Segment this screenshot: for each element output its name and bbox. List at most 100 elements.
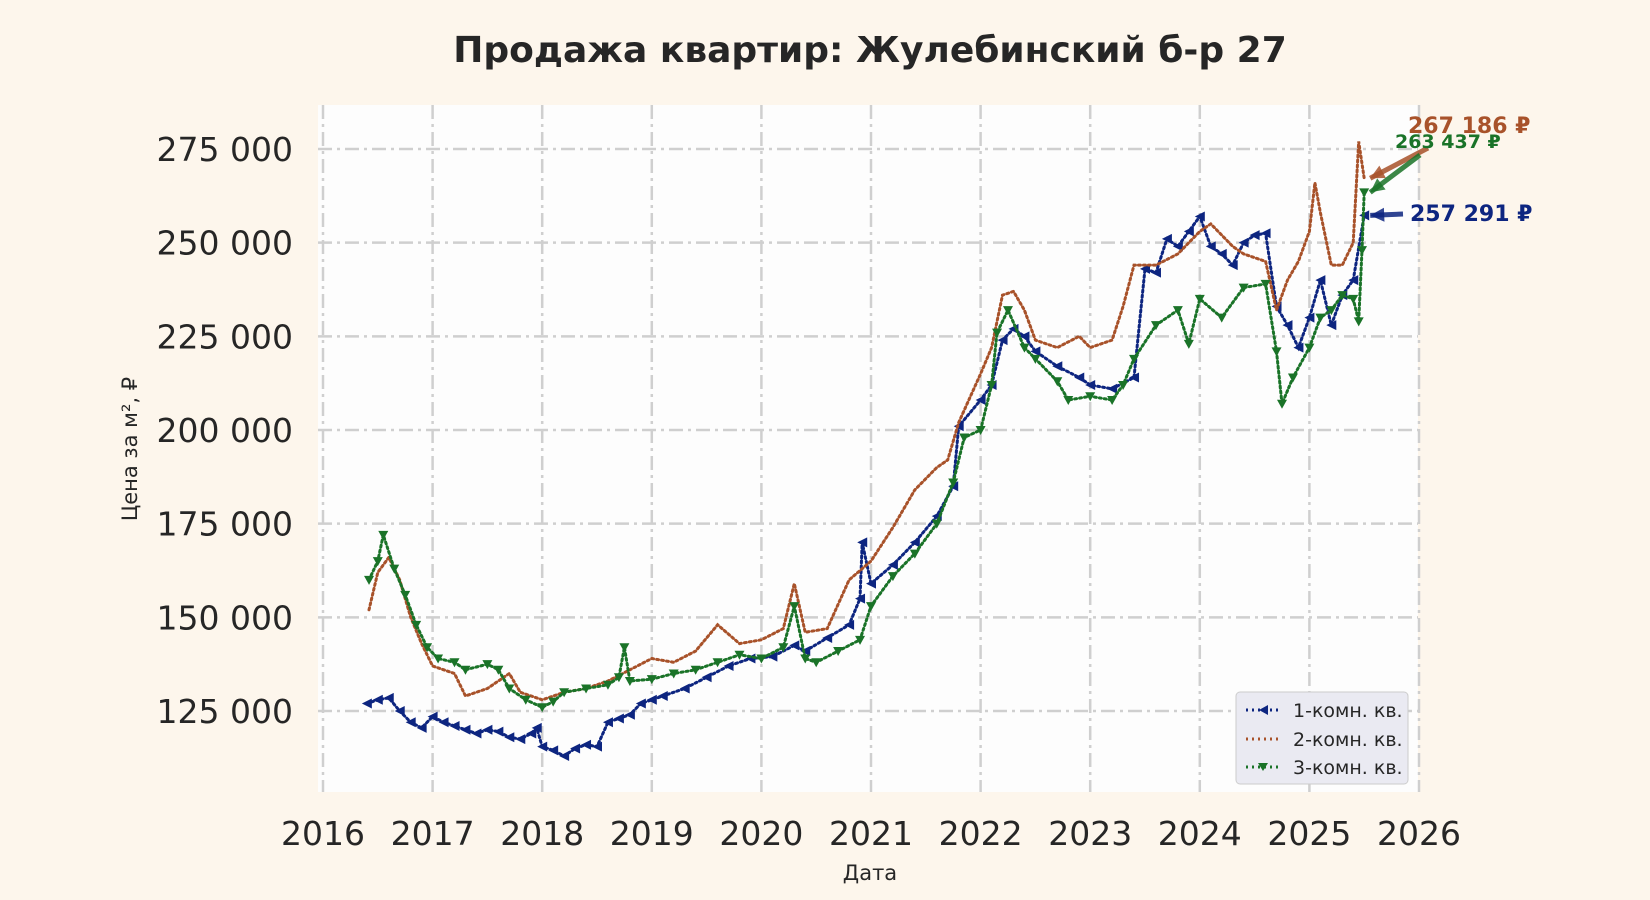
data-point bbox=[411, 620, 422, 630]
data-point bbox=[515, 734, 526, 745]
data-point bbox=[520, 695, 531, 705]
data-point bbox=[570, 743, 581, 754]
data-point bbox=[1074, 372, 1085, 383]
data-point bbox=[1085, 380, 1096, 391]
data-point bbox=[986, 381, 997, 391]
data-point bbox=[811, 658, 822, 668]
data-point bbox=[460, 665, 471, 675]
end-annotations: 267 186 ₽263 437 ₽ 257 291 ₽ bbox=[1368, 114, 1532, 227]
series-layer bbox=[361, 141, 1370, 761]
data-point bbox=[866, 578, 876, 589]
data-point bbox=[1249, 230, 1260, 241]
end-value-label: 267 186 ₽ bbox=[1408, 114, 1530, 139]
data-point bbox=[372, 557, 383, 567]
data-point bbox=[364, 575, 375, 585]
annotation-arrowhead bbox=[1370, 178, 1386, 193]
data-point bbox=[646, 694, 657, 705]
y-tick-label: 175 000 bbox=[157, 505, 293, 544]
data-point bbox=[1357, 246, 1368, 256]
legend-label-1: 1-комн. кв. bbox=[1293, 700, 1403, 722]
data-point bbox=[613, 713, 624, 724]
data-point bbox=[1326, 320, 1337, 331]
data-point bbox=[734, 650, 745, 660]
data-point bbox=[581, 739, 592, 750]
data-point bbox=[778, 643, 789, 653]
legend-box bbox=[1235, 691, 1409, 785]
data-point bbox=[690, 665, 701, 675]
data-point bbox=[581, 684, 592, 694]
data-point bbox=[537, 741, 548, 752]
data-point bbox=[559, 750, 570, 761]
data-point bbox=[526, 728, 537, 739]
data-point bbox=[1282, 320, 1293, 331]
x-axis-ticks: 2016 2017 2018 2019 2020 2021 2022 2023 2024 2025… bbox=[281, 814, 1461, 853]
data-point bbox=[657, 691, 668, 702]
data-point bbox=[931, 519, 942, 529]
data-point bbox=[1118, 381, 1129, 391]
data-point bbox=[1348, 275, 1359, 286]
y-axis-ticks: 125 000 150 000 175 000 200 000 225 000 250 0… bbox=[157, 130, 293, 731]
data-point bbox=[975, 395, 986, 406]
data-point bbox=[909, 549, 920, 559]
data-point bbox=[1304, 312, 1315, 323]
data-point bbox=[701, 672, 712, 683]
data-point bbox=[405, 717, 416, 728]
data-point bbox=[619, 643, 630, 653]
data-point bbox=[482, 724, 493, 735]
y-tick-label: 125 000 bbox=[157, 692, 293, 731]
data-point bbox=[909, 537, 920, 548]
data-point bbox=[1293, 342, 1304, 353]
data-point bbox=[449, 720, 460, 731]
data-point bbox=[1315, 275, 1326, 286]
x-tick-label: 2017 bbox=[391, 814, 475, 853]
y-tick-label: 150 000 bbox=[157, 598, 293, 637]
data-point bbox=[361, 698, 372, 709]
data-point bbox=[992, 328, 1003, 338]
end-value-label: 257 291 ₽ bbox=[1410, 202, 1532, 227]
data-point bbox=[822, 632, 833, 643]
data-point bbox=[1238, 283, 1249, 293]
data-point bbox=[866, 602, 876, 612]
x-tick-label: 2025 bbox=[1267, 814, 1351, 853]
data-point bbox=[800, 654, 811, 664]
y-tick-label: 200 000 bbox=[157, 411, 293, 450]
data-point bbox=[855, 635, 866, 645]
data-point bbox=[1129, 372, 1140, 383]
data-point bbox=[416, 722, 427, 733]
data-point bbox=[756, 654, 767, 664]
data-point bbox=[887, 572, 898, 582]
data-point bbox=[1052, 377, 1063, 387]
y-tick-label: 225 000 bbox=[157, 317, 293, 356]
data-point bbox=[668, 669, 679, 679]
data-point bbox=[504, 684, 515, 694]
data-point bbox=[1183, 226, 1194, 237]
data-point bbox=[635, 698, 646, 709]
data-point bbox=[1359, 188, 1370, 198]
data-point bbox=[1172, 306, 1183, 316]
series-1 bbox=[361, 210, 1370, 761]
data-point bbox=[1194, 211, 1205, 222]
data-point bbox=[1326, 306, 1337, 316]
data-point bbox=[624, 677, 635, 687]
data-point bbox=[1150, 321, 1161, 331]
data-point bbox=[624, 709, 635, 720]
x-tick-label: 2019 bbox=[610, 814, 694, 853]
data-point bbox=[504, 732, 515, 743]
data-point bbox=[602, 680, 613, 690]
data-point bbox=[433, 654, 444, 664]
x-tick-label: 2024 bbox=[1158, 814, 1242, 853]
data-point bbox=[1183, 339, 1194, 349]
data-point bbox=[1271, 347, 1282, 357]
data-point bbox=[800, 646, 811, 657]
x-axis-label: Дата bbox=[843, 861, 897, 885]
data-point bbox=[679, 683, 690, 694]
data-point bbox=[400, 590, 411, 600]
x-tick-label: 2020 bbox=[719, 814, 803, 853]
legend-marker-1 bbox=[1259, 705, 1268, 715]
data-point bbox=[1019, 331, 1030, 342]
data-point bbox=[975, 426, 986, 435]
data-point bbox=[1030, 346, 1041, 357]
data-point bbox=[372, 694, 383, 705]
data-point bbox=[1227, 260, 1238, 271]
data-point bbox=[548, 745, 559, 756]
